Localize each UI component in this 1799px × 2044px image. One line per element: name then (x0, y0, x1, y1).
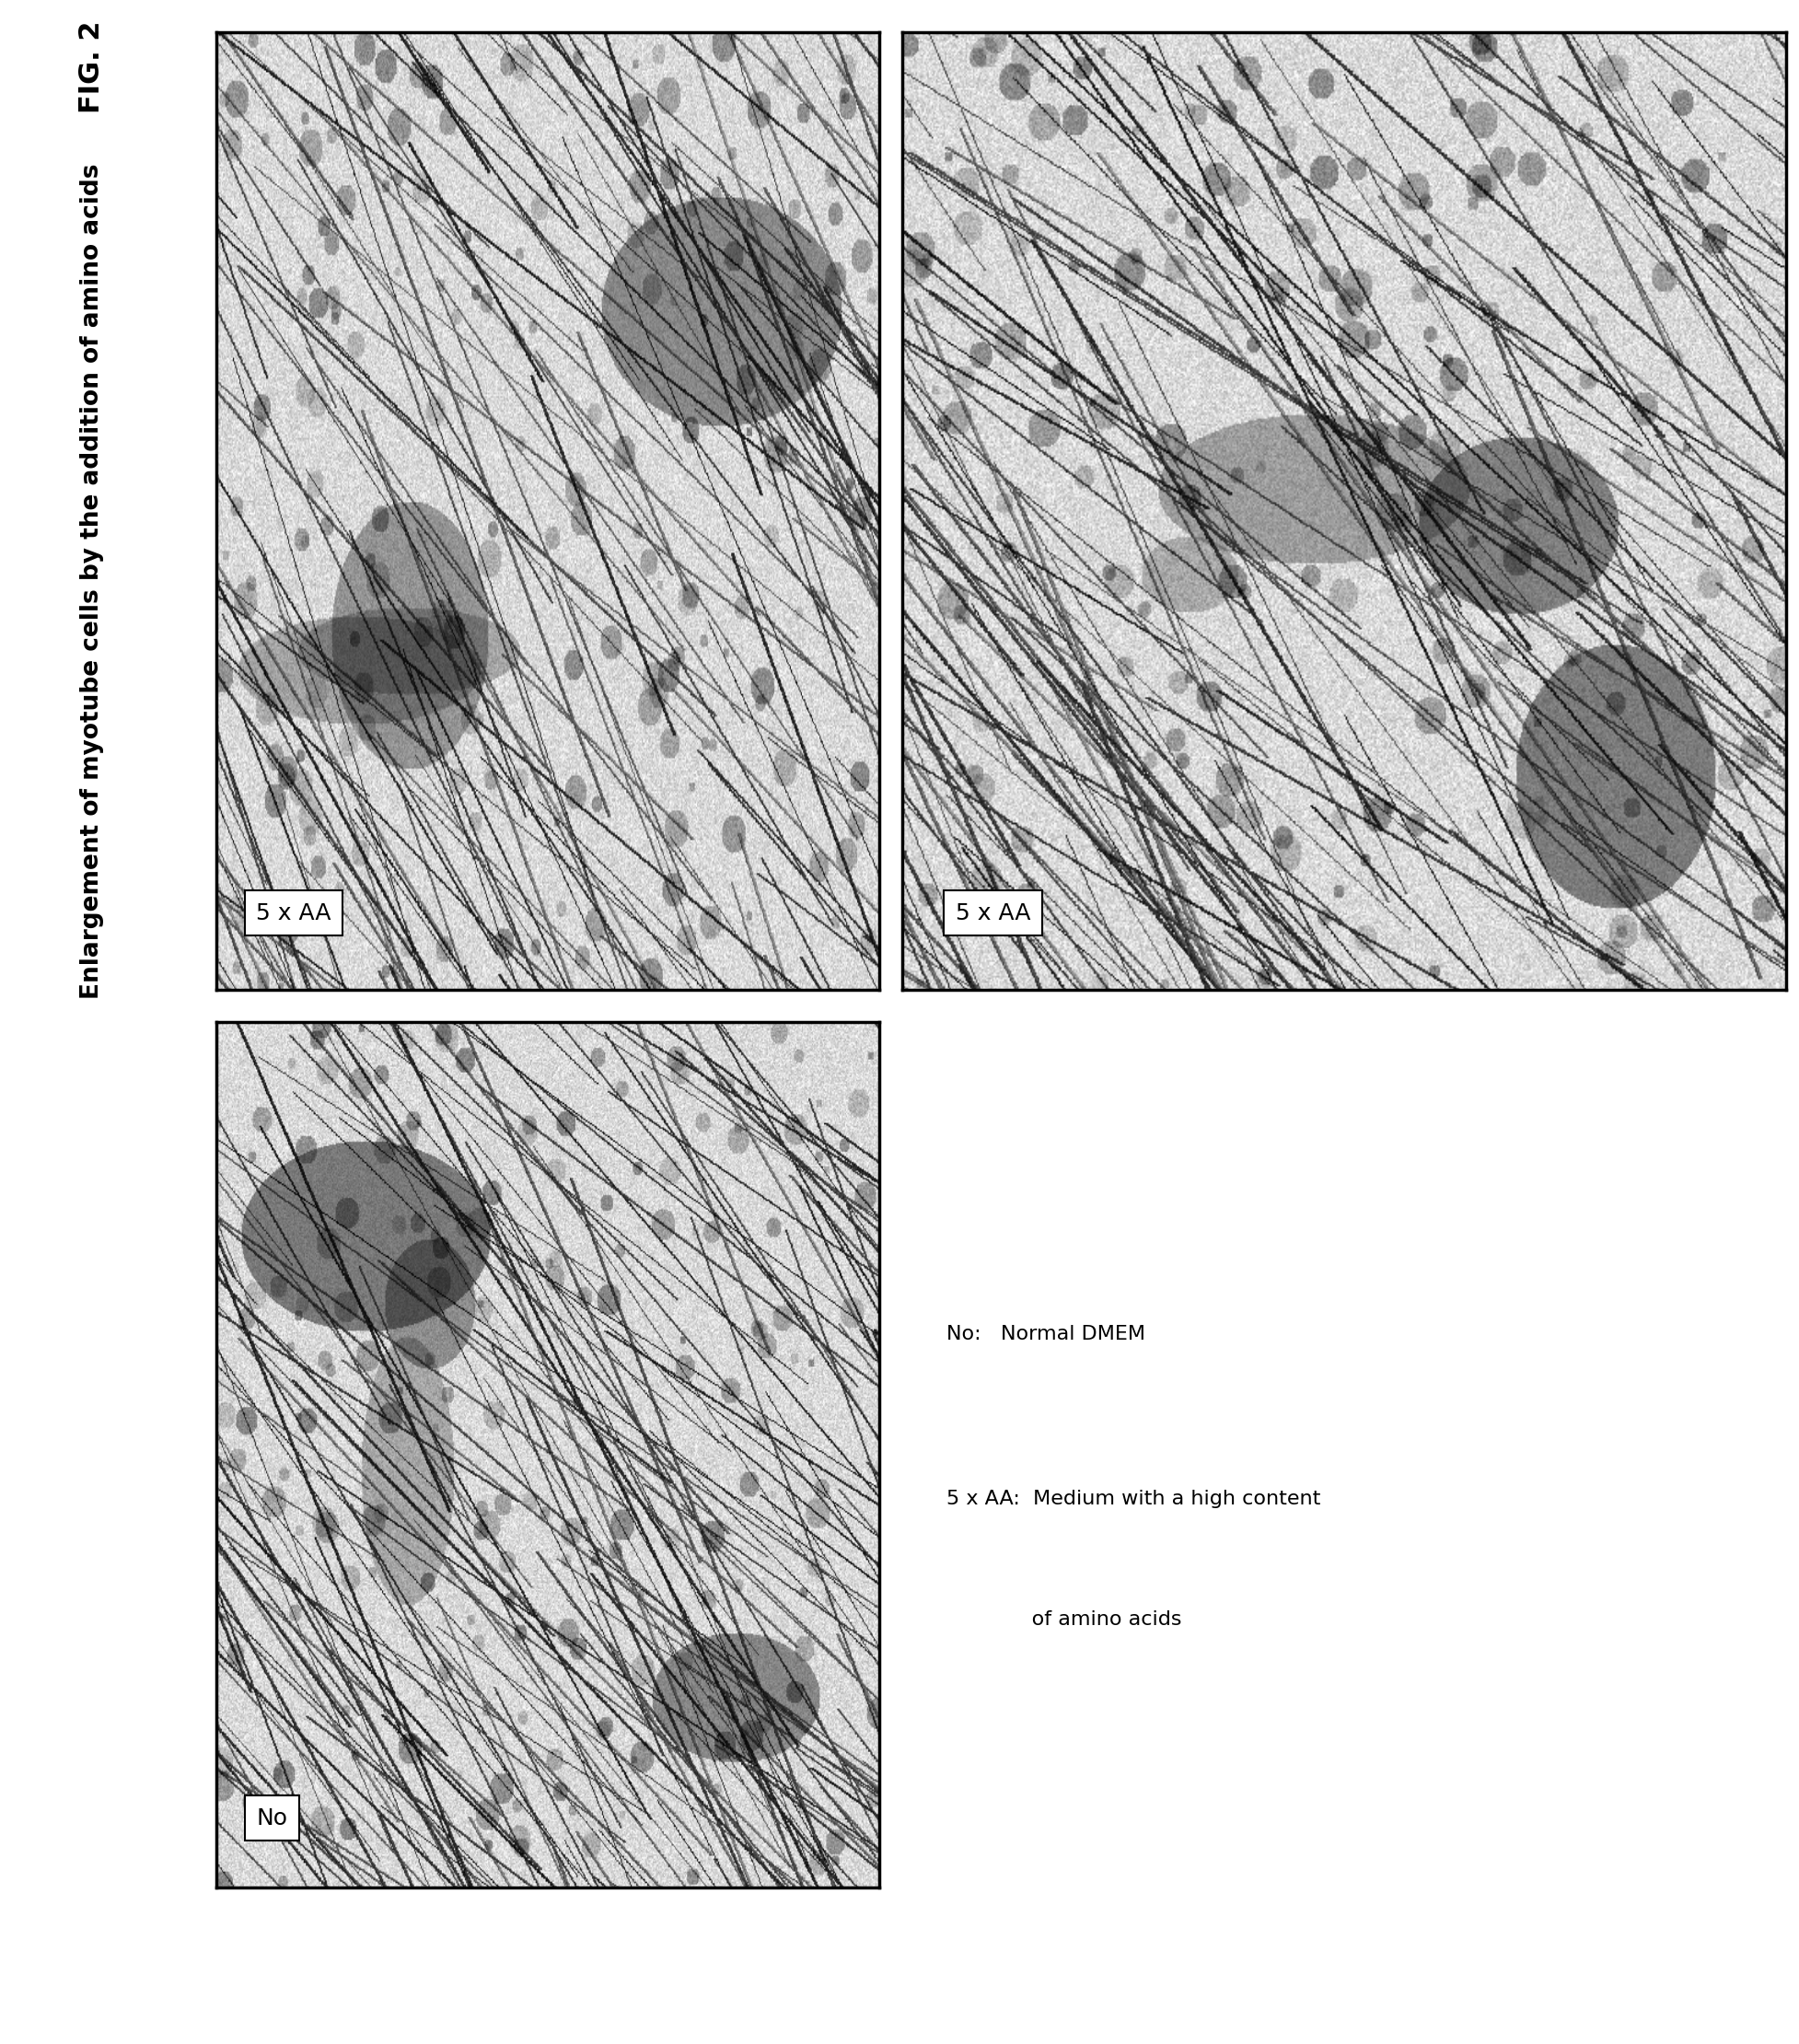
Text: FIG. 2: FIG. 2 (79, 20, 106, 112)
Text: No:   Normal DMEM: No: Normal DMEM (946, 1325, 1146, 1343)
Text: of amino acids: of amino acids (946, 1611, 1182, 1629)
Text: Enlargement of myotube cells by the addition of amino acids: Enlargement of myotube cells by the addi… (81, 164, 104, 1000)
Text: 5 x AA: 5 x AA (255, 901, 331, 924)
Text: 5 x AA: 5 x AA (955, 901, 1031, 924)
Text: No: No (255, 1807, 288, 1829)
Text: 5 x AA:  Medium with a high content: 5 x AA: Medium with a high content (946, 1490, 1320, 1508)
